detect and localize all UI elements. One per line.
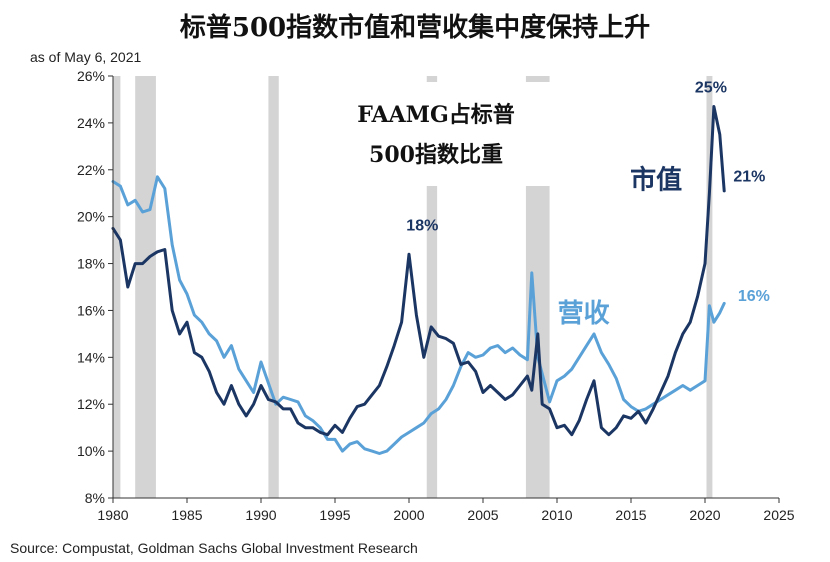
y-tick-label-26: 26% xyxy=(77,68,105,84)
chart-subtitle: as of May 6, 2021 xyxy=(30,49,142,65)
series-lines xyxy=(111,105,726,455)
x-tick-label-2020: 2020 xyxy=(689,507,720,523)
x-tick-label-2015: 2015 xyxy=(615,507,646,523)
x-tick-label-1995: 1995 xyxy=(319,507,350,523)
axes: 8% 10% 12% 14% 16% 18% 20% 22% 24% 26% 1980 1985 199… xyxy=(77,68,795,523)
x-tick-label-2000: 2000 xyxy=(393,507,424,523)
y-tick-label-12: 12% xyxy=(77,396,105,412)
x-tick-label-1985: 1985 xyxy=(171,507,202,523)
y-tick-label-10: 10% xyxy=(77,443,105,459)
annotation-5: 营收 xyxy=(558,299,610,329)
y-tick-label-14: 14% xyxy=(77,349,105,365)
x-tick-label-2010: 2010 xyxy=(541,507,572,523)
x-tick-label-1990: 1990 xyxy=(245,507,276,523)
series-line-1 xyxy=(111,175,726,455)
x-tick-label-2005: 2005 xyxy=(467,507,498,523)
recession-band-3 xyxy=(426,76,438,498)
inset-title-backdrop-0 xyxy=(394,82,461,186)
inset-title: FAAMG占标普 500指数比重 xyxy=(357,82,565,186)
recession-band-2 xyxy=(268,76,279,498)
y-tick-label-24: 24% xyxy=(77,115,105,131)
recession-band-5 xyxy=(706,76,713,498)
annotation-0: 18% xyxy=(406,218,438,235)
chart-title: 标普500指数市值和营收集中度保持上升 xyxy=(180,12,650,43)
y-tick-label-16: 16% xyxy=(77,302,105,318)
inset-title-line-2: 500指数比重 xyxy=(369,142,503,168)
series-line-0 xyxy=(111,105,726,437)
recession-band-1 xyxy=(135,76,156,498)
annotation-2: 21% xyxy=(733,169,765,186)
annotation-4: 市值 xyxy=(630,165,682,196)
inset-title-backdrop-1 xyxy=(520,82,565,186)
x-tick-label-1980: 1980 xyxy=(97,507,128,523)
source-note: Source: Compustat, Goldman Sachs Global … xyxy=(10,540,418,556)
x-tick-label-2025: 2025 xyxy=(763,507,794,523)
recession-band-0 xyxy=(113,76,121,498)
y-tick-label-8: 8% xyxy=(85,490,105,506)
y-tick-label-22: 22% xyxy=(77,162,105,178)
y-tick-label-18: 18% xyxy=(77,256,105,272)
inset-title-line-1: FAAMG占标普 xyxy=(357,102,515,128)
annotation-3: 16% xyxy=(738,288,770,305)
annotation-1: 25% xyxy=(695,79,727,96)
y-tick-label-20: 20% xyxy=(77,209,105,225)
